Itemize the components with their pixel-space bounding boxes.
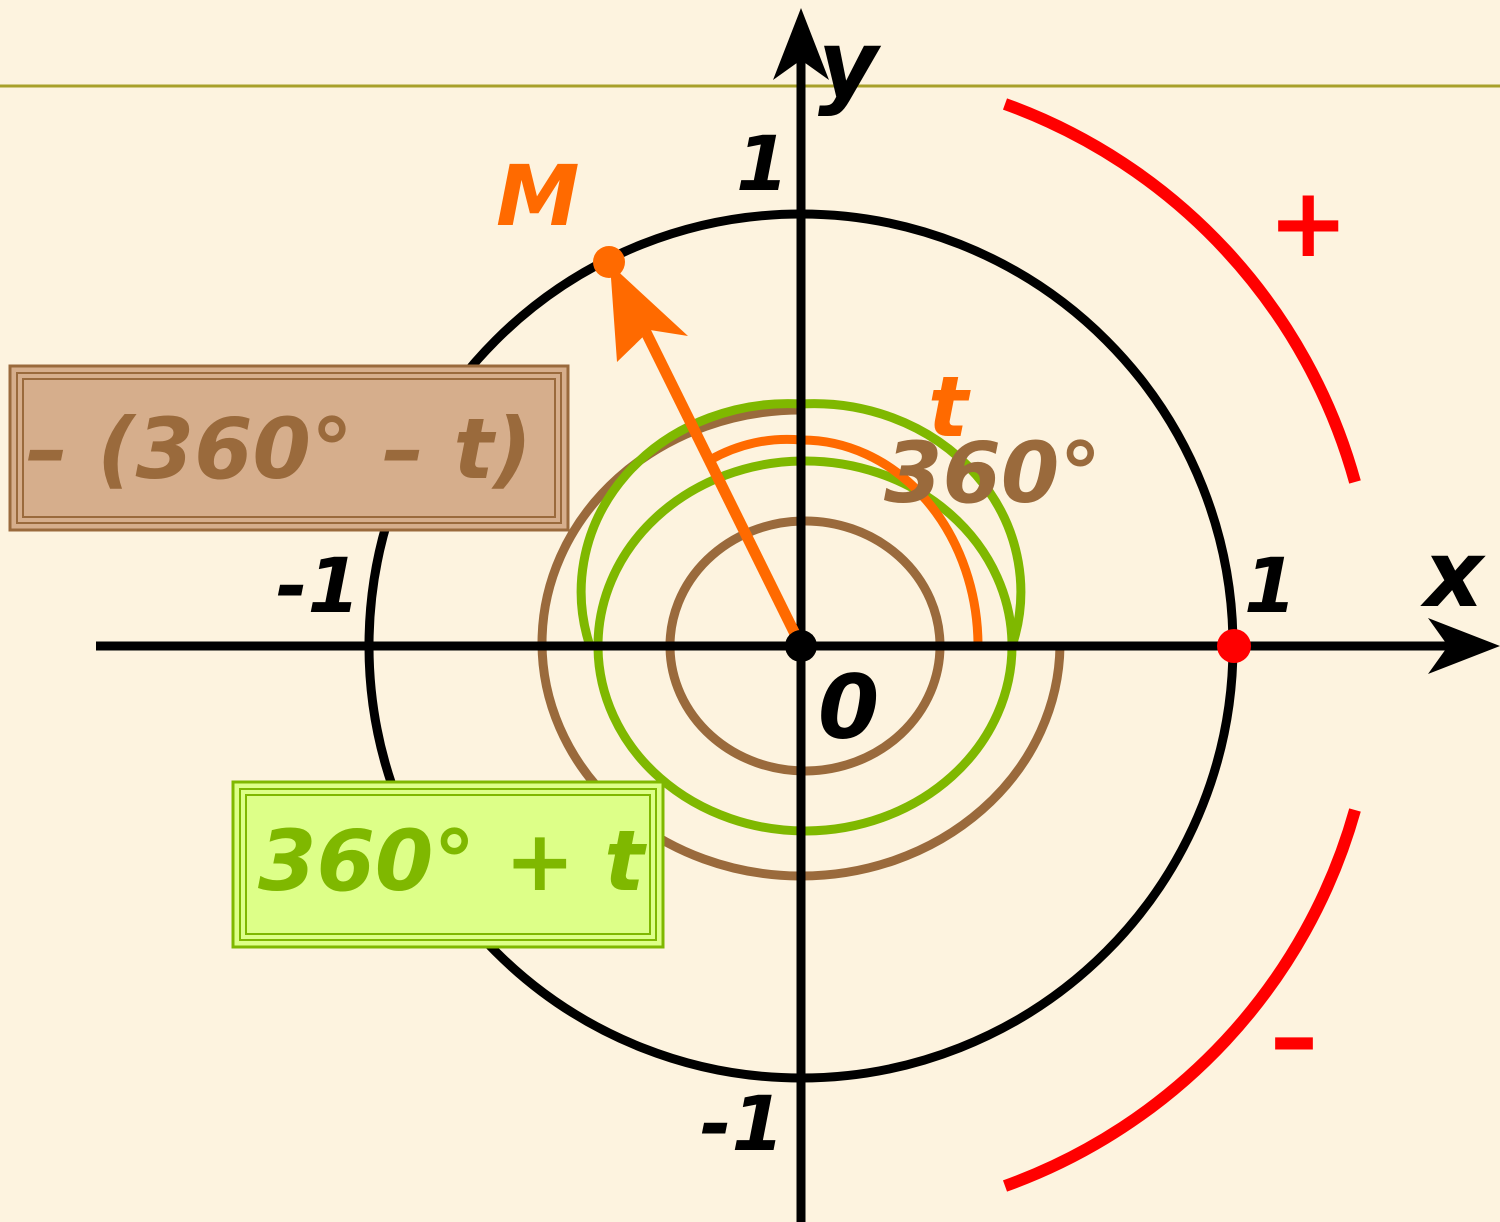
radius-vector [631,309,806,649]
point-start [1217,629,1251,663]
angle-t-label: t [928,358,971,456]
minus-sign-label: – [1270,981,1318,1093]
plus-sign-label: + [1268,167,1348,279]
y-axis-label: y [818,11,882,118]
y-neg-tick-label: -1 [700,1079,784,1168]
positive-angle-box [231,780,665,949]
angle-t-arc [707,434,983,647]
point-m [593,246,625,278]
positive-angle-expression: 360° + t [258,812,647,910]
radius-arrowhead [610,264,688,362]
negative-direction-arc [1002,808,1361,1192]
x-axis-label: x [1420,521,1486,628]
negative-angle-expression: – (360° – t) [26,400,532,498]
full-turn-inner-arc [665,516,945,776]
origin-point [785,630,817,662]
origin-label: 0 [818,656,879,759]
y-pos-tick-label: 1 [736,119,789,208]
point-m-label: M [496,147,580,245]
x-neg-tick-label: -1 [276,541,360,630]
x-axis-arrowhead [1428,618,1500,674]
positive-direction-arc [1002,98,1361,484]
full-turn-label: 360° [884,424,1101,522]
turn-rings [537,399,1065,881]
negative-angle-box [8,364,570,532]
x-pos-tick-label: 1 [1244,541,1297,630]
y-axis-arrowhead [773,8,829,80]
